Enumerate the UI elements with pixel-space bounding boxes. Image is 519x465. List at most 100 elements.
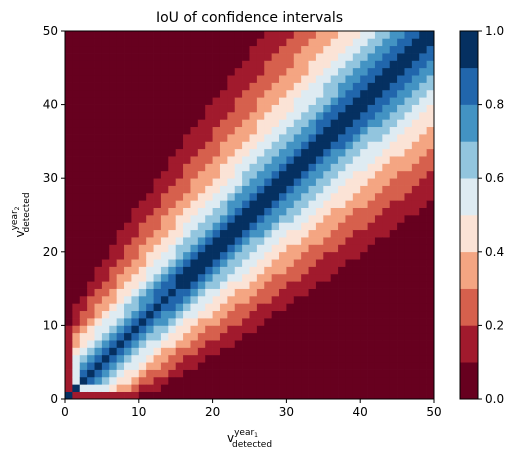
heatmap-cell <box>345 200 354 208</box>
heatmap-cell <box>382 376 391 385</box>
heatmap-cell <box>367 295 376 304</box>
heatmap-cell <box>146 104 154 113</box>
heatmap-cell <box>153 38 162 47</box>
heatmap-cell <box>131 237 140 245</box>
heatmap-cell <box>190 207 199 216</box>
heatmap-cell <box>101 170 110 179</box>
heatmap-cell <box>338 53 346 61</box>
heatmap-cell <box>301 53 309 61</box>
heatmap-cell <box>419 207 427 216</box>
heatmap-cell <box>315 310 324 319</box>
heatmap-cell <box>205 156 213 164</box>
heatmap-cells <box>65 31 435 400</box>
heatmap-cell <box>219 281 228 289</box>
heatmap-cell <box>411 200 420 208</box>
heatmap-cell <box>138 148 147 157</box>
heatmap-cell <box>190 192 199 201</box>
heatmap-cell <box>404 369 413 378</box>
heatmap-cell <box>330 251 339 260</box>
heatmap-cell <box>101 111 110 120</box>
heatmap-cell <box>404 215 413 223</box>
heatmap-cell <box>65 332 73 341</box>
heatmap-cell <box>279 38 287 47</box>
heatmap-cell <box>197 229 206 238</box>
heatmap-cell <box>315 303 324 312</box>
heatmap-cell <box>382 318 391 326</box>
heatmap-cell <box>175 207 184 216</box>
heatmap-cell <box>345 273 354 282</box>
colorbar-tick-label: 0.4 <box>485 245 504 259</box>
heatmap-cell <box>308 82 317 91</box>
heatmap-cell <box>94 170 103 179</box>
heatmap-cell <box>330 237 339 245</box>
heatmap-cell <box>323 67 332 76</box>
heatmap-cell <box>160 229 169 238</box>
heatmap-cell <box>330 347 339 356</box>
heatmap-cell <box>219 362 228 370</box>
heatmap-cell <box>227 163 236 172</box>
heatmap-cell <box>264 75 272 83</box>
heatmap-cell <box>175 229 184 238</box>
heatmap-cell <box>411 134 420 142</box>
heatmap-cell <box>419 332 427 341</box>
heatmap-cell <box>249 141 258 150</box>
heatmap-cell <box>352 60 361 69</box>
heatmap-cell <box>382 288 391 297</box>
heatmap-cell <box>190 104 199 113</box>
heatmap-cell <box>72 75 81 83</box>
heatmap-cell <box>411 207 420 216</box>
heatmap-cell <box>242 134 250 142</box>
heatmap-cell <box>219 82 228 91</box>
heatmap-cell <box>279 192 287 201</box>
heatmap-cell <box>190 273 199 282</box>
heatmap-cell <box>345 259 354 267</box>
heatmap-cell <box>72 89 81 98</box>
heatmap-cell <box>94 97 103 105</box>
heatmap-cell <box>315 192 324 201</box>
heatmap-cell <box>352 325 361 334</box>
heatmap-cell <box>249 104 258 113</box>
heatmap-cell <box>94 45 103 54</box>
heatmap-cell <box>271 310 280 319</box>
heatmap-cell <box>227 60 236 69</box>
heatmap-cell <box>116 119 125 128</box>
heatmap-cell <box>109 53 118 61</box>
heatmap-cell <box>168 222 177 231</box>
heatmap-cell <box>153 60 162 69</box>
heatmap-cell <box>94 340 103 348</box>
heatmap-cell <box>116 259 125 267</box>
heatmap-cell <box>190 156 199 164</box>
heatmap-cell <box>271 200 280 208</box>
heatmap-cell <box>419 45 427 54</box>
heatmap-cell <box>234 97 243 105</box>
heatmap-cell <box>419 53 427 61</box>
heatmap-cell <box>175 215 184 223</box>
heatmap-cell <box>271 82 280 91</box>
heatmap-cell <box>345 156 354 164</box>
heatmap-cell <box>360 237 368 245</box>
axis-label-sub: detected <box>232 440 272 450</box>
heatmap-cell <box>330 111 339 120</box>
heatmap-cell <box>131 82 140 91</box>
heatmap-cell <box>374 82 383 91</box>
heatmap-cell <box>138 369 147 378</box>
heatmap-cell <box>389 318 398 326</box>
heatmap-cell <box>131 281 140 289</box>
heatmap-cell <box>338 192 346 201</box>
heatmap-cell <box>352 310 361 319</box>
heatmap-cell <box>205 89 213 98</box>
heatmap-cell <box>264 303 272 312</box>
heatmap-cell <box>205 170 213 179</box>
heatmap-cell <box>419 288 427 297</box>
heatmap-cell <box>109 266 118 275</box>
heatmap-cell <box>212 156 221 164</box>
heatmap-cell <box>360 310 368 319</box>
heatmap-cell <box>271 222 280 231</box>
heatmap-cell <box>234 310 243 319</box>
heatmap-cell <box>116 295 125 304</box>
heatmap-cell <box>419 251 427 260</box>
heatmap-cell <box>374 45 383 54</box>
heatmap-cell <box>293 325 302 334</box>
heatmap-cell <box>293 251 302 260</box>
heatmap-cell <box>264 266 272 275</box>
